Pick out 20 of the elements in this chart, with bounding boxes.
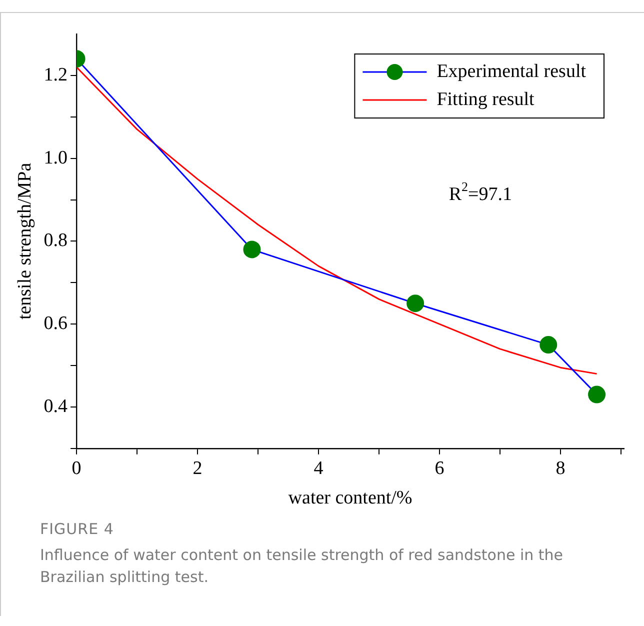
- point: [243, 240, 261, 258]
- point: [540, 336, 558, 354]
- x-tick-label: 6: [434, 458, 444, 479]
- x-tick-label: 8: [556, 458, 566, 479]
- y-tick-label: 0.8: [44, 230, 68, 252]
- y-tick-label: 1.2: [44, 64, 68, 86]
- point: [406, 294, 424, 312]
- x-axis-title: water content/%: [288, 488, 412, 509]
- x-tick-label: 2: [192, 458, 202, 479]
- y-tick-label: 0.6: [44, 313, 68, 334]
- y-axis-title: tensile strength/MPa: [14, 162, 36, 320]
- x-tick-label: 0: [72, 458, 82, 479]
- legend-label: Experimental result: [436, 60, 587, 82]
- text: FIGURE 4: [40, 520, 115, 538]
- y-tick-label: 1.0: [44, 147, 68, 168]
- y-tick-label: 0.4: [44, 396, 68, 417]
- point: [588, 386, 606, 404]
- legend-label: Fitting result: [436, 88, 536, 110]
- text: Influence of water content on tensile strength of red sandstone in the Brazilian splitting test.: [40, 545, 564, 588]
- x-tick-label: 4: [314, 458, 324, 479]
